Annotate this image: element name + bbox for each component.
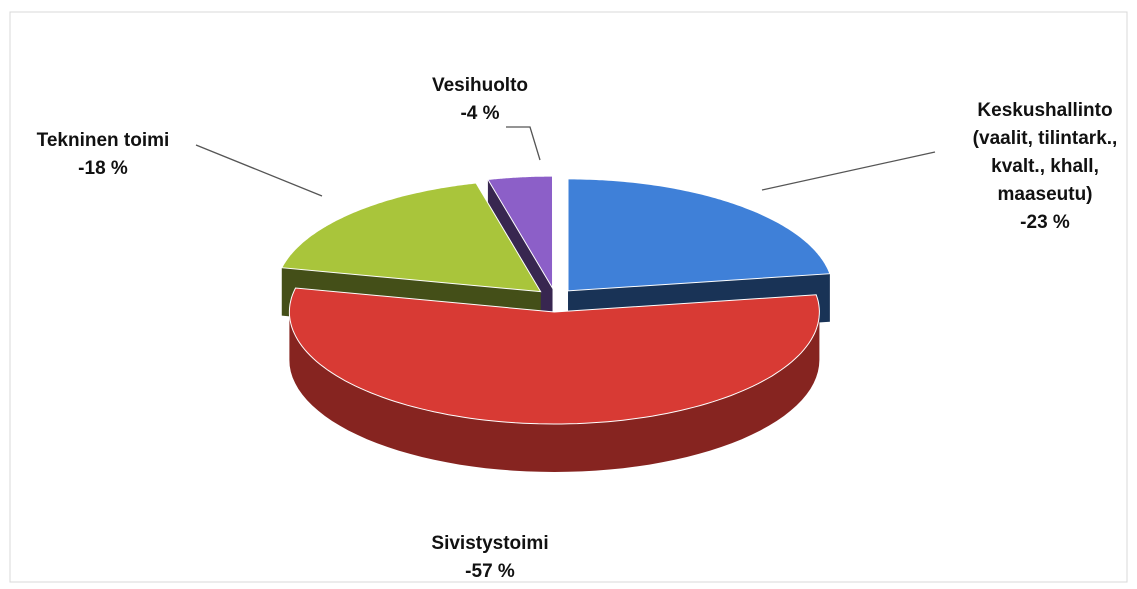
slice-label: Vesihuolto -4 % [400, 72, 560, 128]
value-label: -23 % [1020, 212, 1070, 233]
leader-line [195, 144, 323, 197]
category-label: Keskushallinto (vaalit, tilintark., kval… [972, 100, 1118, 205]
frame [9, 11, 1128, 583]
value-label: -18 % [78, 158, 128, 179]
slice-label: Sivistystoimi -57 % [380, 530, 600, 586]
slice [567, 178, 831, 292]
slice [281, 182, 542, 293]
category-label: Vesihuolto [431, 75, 529, 96]
value-label: -57 % [465, 561, 515, 582]
category-label: Tekninen toimi [36, 130, 170, 151]
leader-line [761, 151, 936, 191]
slice-label: Tekninen toimi -18 % [3, 127, 203, 183]
leader-line [506, 126, 541, 161]
slice-side [289, 312, 820, 472]
value-label: -4 % [460, 103, 500, 124]
slice-label: Keskushallinto (vaalit, tilintark., kval… [950, 97, 1137, 237]
slice [487, 175, 554, 290]
category-label: Sivistystoimi [431, 533, 549, 554]
slice [288, 287, 820, 425]
